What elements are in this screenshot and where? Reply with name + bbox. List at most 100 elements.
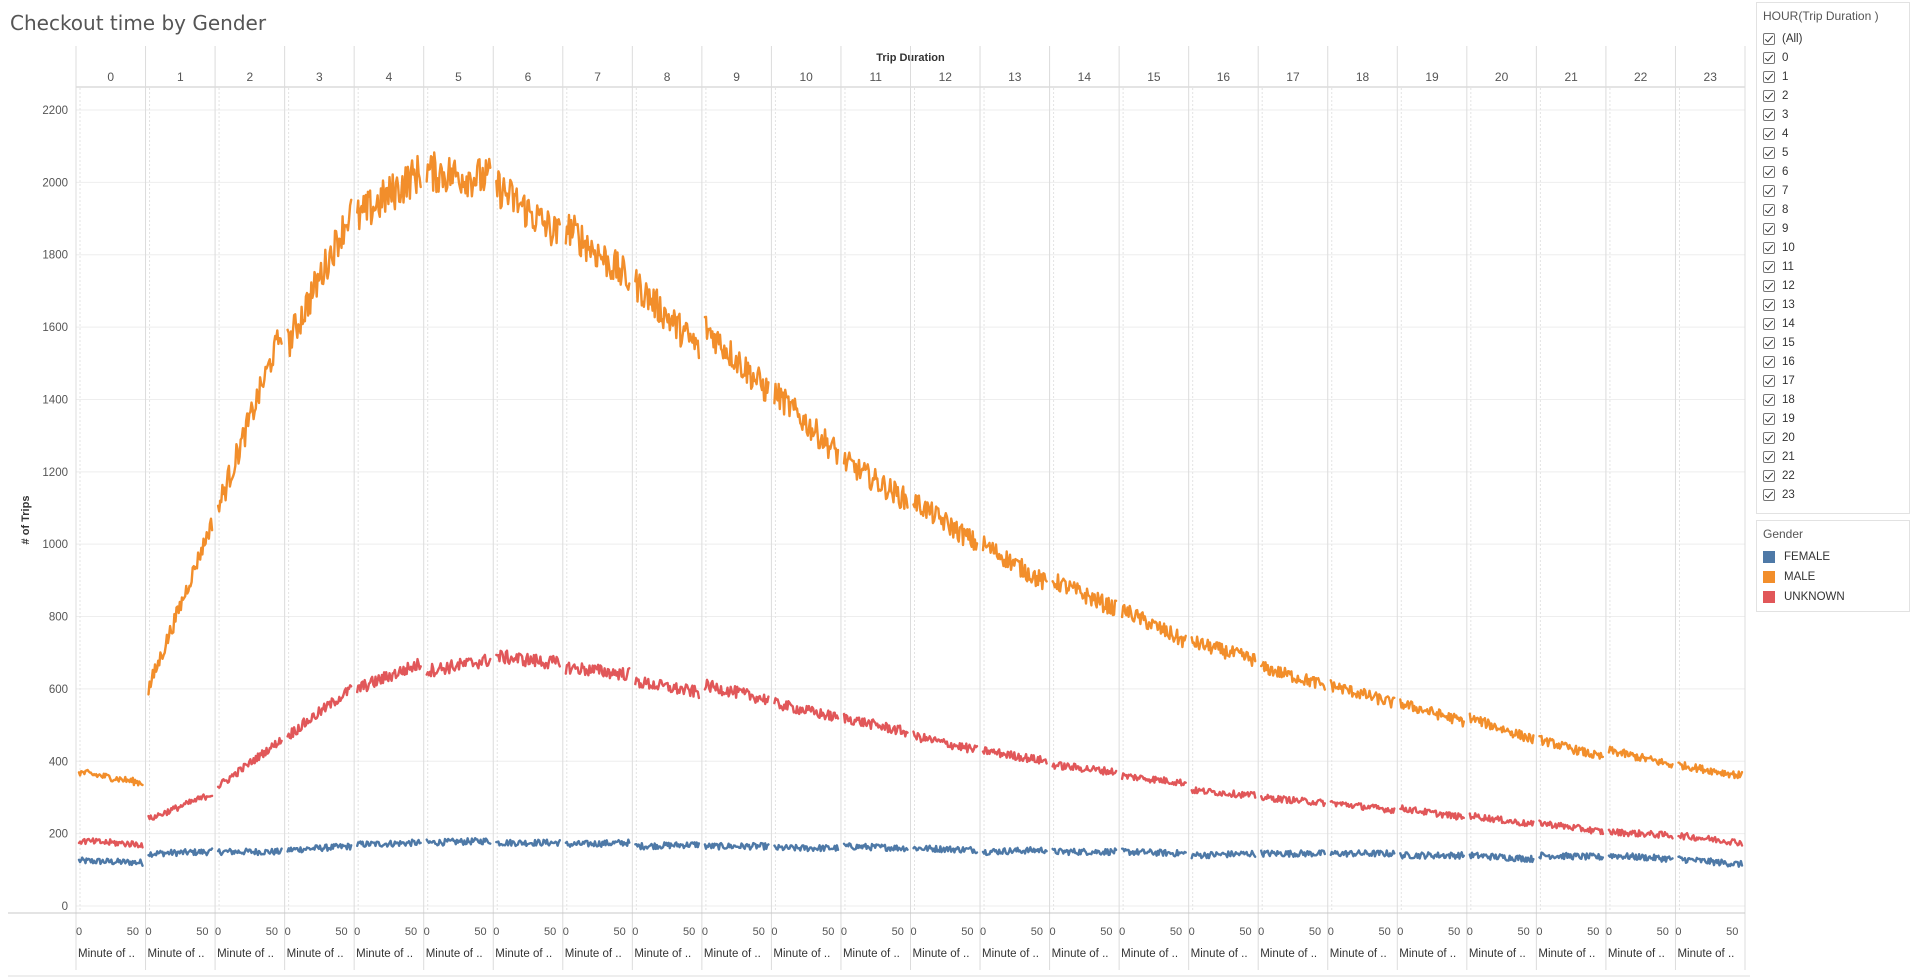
checkbox-checked-icon[interactable] [1763, 108, 1775, 121]
x-tick-label: 50 [1448, 926, 1460, 938]
series-line-male [981, 535, 1048, 591]
series-line-unknown [216, 736, 283, 789]
hour-filter-item[interactable]: (All) [1757, 29, 1909, 48]
series-line-unknown [1468, 812, 1535, 828]
checkbox-checked-icon[interactable] [1763, 374, 1775, 387]
x-tick-label: 50 [196, 926, 208, 938]
series-line-female [1259, 849, 1327, 858]
checkbox-checked-icon[interactable] [1763, 450, 1775, 463]
series-line-male [1677, 761, 1744, 780]
series-line-female [912, 844, 979, 855]
series-line-male [1538, 734, 1605, 760]
hour-filter-item[interactable]: 10 [1757, 238, 1909, 257]
checkbox-checked-icon[interactable] [1763, 412, 1775, 425]
hour-filter-item[interactable]: 6 [1757, 162, 1909, 181]
panel-x-axis-label: Minute of .. [426, 948, 483, 960]
x-tick-label: 50 [822, 926, 834, 938]
series-line-female [1190, 849, 1257, 860]
hour-filter-label: 15 [1782, 336, 1795, 349]
panel-header-label: 7 [594, 70, 601, 84]
hour-filter-item[interactable]: 16 [1757, 352, 1909, 371]
checkbox-checked-icon[interactable] [1763, 279, 1775, 292]
panel-x-axis-label: Minute of .. [1677, 948, 1734, 960]
legend-item[interactable]: FEMALE [1757, 547, 1909, 567]
x-tick-label: 50 [1100, 926, 1112, 938]
hour-filter-item[interactable]: 8 [1757, 200, 1909, 219]
hour-filter-item[interactable]: 7 [1757, 181, 1909, 200]
panel-header-label: 12 [939, 70, 953, 84]
legend-item[interactable]: UNKNOWN [1757, 587, 1909, 607]
series-line-unknown [1051, 761, 1118, 776]
checkbox-checked-icon[interactable] [1763, 317, 1775, 330]
checkbox-checked-icon[interactable] [1763, 70, 1775, 83]
series-line-male [77, 768, 144, 787]
panel-header-label: 22 [1634, 70, 1648, 84]
panel-header-label: 4 [386, 70, 393, 84]
checkbox-checked-icon[interactable] [1763, 51, 1775, 64]
hour-filter-list: (All) 0 1 2 3 4 5 6 7 8 9 10 11 12 13 14 15 16 17 18 19 20 21 2… [1757, 29, 1909, 504]
series-line-male [1259, 661, 1327, 691]
checkbox-checked-icon[interactable] [1763, 165, 1775, 178]
checkbox-checked-icon[interactable] [1763, 355, 1775, 368]
hour-filter-item[interactable]: 3 [1757, 105, 1909, 124]
x-tick-label: 50 [1239, 926, 1251, 938]
x-tick-label: 0 [1606, 926, 1612, 938]
series-line-unknown [425, 653, 492, 678]
panel-header-label: 2 [247, 70, 254, 84]
hour-filter-item[interactable]: 21 [1757, 447, 1909, 466]
checkbox-checked-icon[interactable] [1763, 469, 1775, 482]
hour-filter-item[interactable]: 5 [1757, 143, 1909, 162]
panel-header-label: 13 [1008, 70, 1022, 84]
hour-filter-item[interactable]: 22 [1757, 466, 1909, 485]
series-line-female [147, 847, 214, 858]
checkbox-checked-icon[interactable] [1763, 32, 1775, 45]
hour-filter-item[interactable]: 11 [1757, 257, 1909, 276]
x-tick-label: 0 [632, 926, 638, 938]
hour-filter-item[interactable]: 15 [1757, 333, 1909, 352]
x-tick-label: 0 [1675, 926, 1681, 938]
legend-item[interactable]: MALE [1757, 567, 1909, 587]
hour-filter-item[interactable]: 18 [1757, 390, 1909, 409]
panel-header-label: 15 [1147, 70, 1161, 84]
checkbox-checked-icon[interactable] [1763, 336, 1775, 349]
checkbox-checked-icon[interactable] [1763, 146, 1775, 159]
checkbox-checked-icon[interactable] [1763, 184, 1775, 197]
series-line-unknown [77, 837, 144, 849]
hour-filter-item[interactable]: 12 [1757, 276, 1909, 295]
hour-filter-item[interactable]: 14 [1757, 314, 1909, 333]
checkbox-checked-icon[interactable] [1763, 241, 1775, 254]
checkbox-checked-icon[interactable] [1763, 127, 1775, 140]
checkbox-checked-icon[interactable] [1763, 488, 1775, 501]
hour-filter-label: 12 [1782, 279, 1795, 292]
checkbox-checked-icon[interactable] [1763, 260, 1775, 273]
hour-filter-item[interactable]: 19 [1757, 409, 1909, 428]
hour-filter-item[interactable]: 9 [1757, 219, 1909, 238]
checkbox-checked-icon[interactable] [1763, 203, 1775, 216]
hour-filter-item[interactable]: 0 [1757, 48, 1909, 67]
x-tick-label: 50 [1726, 926, 1738, 938]
hour-filter-label: 6 [1782, 165, 1789, 178]
hour-filter-item[interactable]: 17 [1757, 371, 1909, 390]
checkbox-checked-icon[interactable] [1763, 393, 1775, 406]
x-tick-label: 0 [145, 926, 151, 938]
series-line-female [1051, 847, 1118, 857]
x-tick-label: 50 [683, 926, 695, 938]
checkbox-checked-icon[interactable] [1763, 222, 1775, 235]
checkbox-checked-icon[interactable] [1763, 89, 1775, 102]
checkbox-checked-icon[interactable] [1763, 431, 1775, 444]
panel-x-axis-label: Minute of .. [1191, 948, 1248, 960]
hour-filter-item[interactable]: 1 [1757, 67, 1909, 86]
hour-filter-label: 19 [1782, 412, 1795, 425]
panel-header-label: 8 [664, 70, 671, 84]
panel-header-label: 16 [1217, 70, 1231, 84]
hour-filter-item[interactable]: 2 [1757, 86, 1909, 105]
hour-filter-item[interactable]: 20 [1757, 428, 1909, 447]
hour-filter-item[interactable]: 23 [1757, 485, 1909, 504]
checkbox-checked-icon[interactable] [1763, 298, 1775, 311]
hour-filter-item[interactable]: 4 [1757, 124, 1909, 143]
hour-filter-label: 5 [1782, 146, 1789, 159]
series-line-female [1677, 855, 1744, 868]
hour-filter-item[interactable]: 13 [1757, 295, 1909, 314]
series-line-female [773, 843, 840, 853]
hour-filter-title: HOUR(Trip Duration ) [1763, 9, 1879, 23]
